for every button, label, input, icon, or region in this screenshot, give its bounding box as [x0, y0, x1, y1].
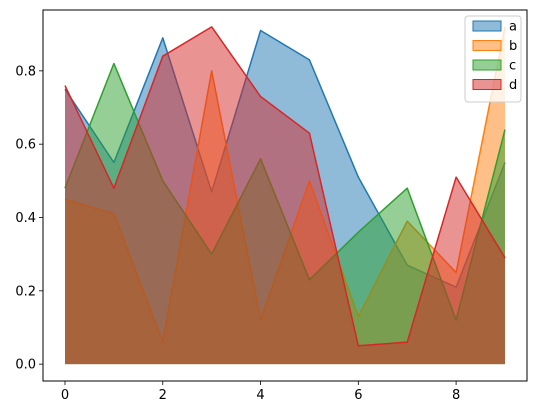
axes-frame [42, 9, 528, 382]
legend-swatch-a [472, 20, 502, 32]
legend-swatch-b [472, 40, 502, 51]
area-fill-d [65, 26, 505, 365]
x-tick-label: 0 [61, 388, 69, 403]
x-tick-label: 4 [256, 388, 264, 403]
x-tick-label: 6 [354, 388, 362, 403]
legend-swatch-c [472, 59, 502, 71]
y-tick-label: 0.2 [15, 284, 36, 299]
area-series-group [64, 26, 506, 365]
y-tick-label: 0.8 [15, 64, 36, 79]
y-tick-label: 0.6 [15, 138, 36, 153]
x-tick-label: 8 [452, 388, 460, 403]
legend-label-c: c [509, 59, 516, 74]
legend-swatch-d [472, 79, 502, 90]
legend-label-a: a [509, 20, 517, 35]
x-tick-label: 2 [159, 388, 167, 403]
area-line-d [64, 26, 506, 347]
y-axis: 0.0 0.2 0.4 0.6 0.8 [15, 64, 43, 373]
x-axis: 0 2 4 6 8 [61, 381, 460, 403]
y-tick-label: 0.4 [15, 211, 36, 226]
legend-label-b: b [509, 39, 517, 54]
y-tick-label: 0.0 [15, 358, 36, 373]
legend-label-d: d [509, 78, 517, 93]
